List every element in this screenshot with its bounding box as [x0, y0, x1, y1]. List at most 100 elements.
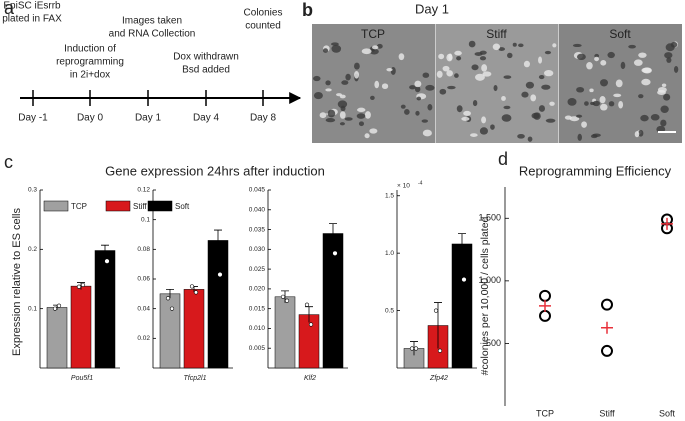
cell	[354, 71, 360, 79]
replicate-point	[409, 346, 415, 351]
replicate-point	[461, 277, 467, 282]
cell	[313, 75, 321, 82]
cell	[530, 94, 537, 102]
bar	[70, 285, 92, 369]
cell	[577, 133, 582, 141]
cell	[339, 111, 346, 119]
cell	[549, 101, 555, 106]
point	[539, 289, 551, 302]
cell	[641, 78, 651, 86]
day-label: Day 8	[250, 113, 277, 124]
error-bar	[329, 223, 337, 244]
cell	[663, 93, 671, 101]
cell	[544, 69, 554, 77]
y-tick-label: 0.015	[249, 305, 266, 312]
event-label: reprogramming	[56, 57, 124, 68]
cell	[498, 47, 506, 51]
cell	[615, 79, 623, 88]
y-tick-label: 0.1	[28, 305, 37, 312]
cell	[344, 117, 353, 121]
cell	[454, 73, 459, 78]
cell	[525, 81, 535, 89]
bar	[298, 314, 320, 369]
cell	[354, 62, 360, 70]
cell	[482, 71, 492, 77]
replicate-point	[165, 296, 171, 301]
y-tick-label: 0.3	[28, 187, 37, 194]
cell	[527, 136, 533, 142]
legend-label: Stiff	[133, 202, 147, 211]
bar	[183, 289, 205, 369]
day-label: Day 1	[135, 113, 162, 124]
error-bar	[101, 244, 109, 256]
cell	[503, 75, 512, 79]
axis-multiplier: × 10	[397, 183, 410, 190]
cell	[461, 116, 470, 121]
cell	[523, 60, 530, 68]
micrograph-label: Soft	[609, 27, 631, 41]
cell	[370, 95, 375, 100]
y-tick-label: 0.2	[28, 246, 37, 253]
day-label: Day 0	[77, 113, 104, 124]
cell	[518, 43, 524, 48]
cell	[345, 73, 351, 81]
cell	[517, 133, 525, 139]
cell	[538, 74, 545, 80]
cell	[421, 119, 429, 123]
cell	[356, 113, 366, 119]
cell	[618, 100, 624, 109]
cell	[414, 86, 421, 93]
event-label: Colonies	[244, 8, 283, 19]
x-axis-label: Klf2	[304, 375, 316, 382]
cell	[564, 115, 572, 120]
chart-title: Gene expression 24hrs after induction	[105, 163, 325, 178]
panel-label: d	[498, 149, 508, 169]
cell	[666, 57, 672, 63]
cell	[567, 98, 577, 106]
event-label: Induction of	[64, 44, 116, 55]
cell	[634, 131, 640, 138]
cell	[456, 105, 463, 113]
event-label: plated in FAX	[2, 14, 62, 25]
point	[539, 309, 551, 322]
cell	[337, 100, 348, 109]
cell	[501, 114, 512, 122]
cell	[512, 42, 517, 47]
cell	[584, 101, 589, 106]
mean-marker	[601, 321, 613, 334]
cell	[638, 94, 644, 99]
cell	[492, 43, 501, 51]
cell	[446, 70, 453, 77]
y-tick-label: 500	[486, 338, 501, 348]
cell	[327, 109, 336, 118]
replicate-point	[52, 306, 58, 311]
bar	[46, 307, 68, 369]
micrograph-label: Stiff	[486, 27, 507, 41]
cell	[470, 133, 478, 137]
cell	[472, 100, 478, 107]
cell	[331, 44, 342, 53]
cell	[369, 128, 378, 134]
y-tick-label: 0.010	[249, 325, 266, 332]
event-label: in 2i+dox	[70, 70, 110, 81]
cell	[448, 53, 453, 61]
cell	[463, 110, 472, 116]
replicate-point	[304, 302, 310, 307]
replicate-point	[457, 199, 463, 204]
cell	[481, 116, 487, 124]
cell	[576, 114, 583, 118]
cell	[594, 53, 600, 58]
y-tick-label: 0.06	[137, 276, 150, 283]
cell	[322, 48, 329, 53]
cell	[503, 105, 511, 110]
error-bar	[458, 233, 466, 255]
y-axis-label: #colonies per 10,000 / cells plated	[479, 216, 491, 375]
legend-label: TCP	[71, 202, 87, 211]
cell	[409, 85, 416, 90]
cell	[660, 105, 669, 114]
replicate-point	[413, 346, 419, 351]
replicate-point	[80, 282, 86, 288]
cell	[319, 112, 327, 119]
chart-title: Reprogramming Efficiency	[519, 163, 672, 178]
